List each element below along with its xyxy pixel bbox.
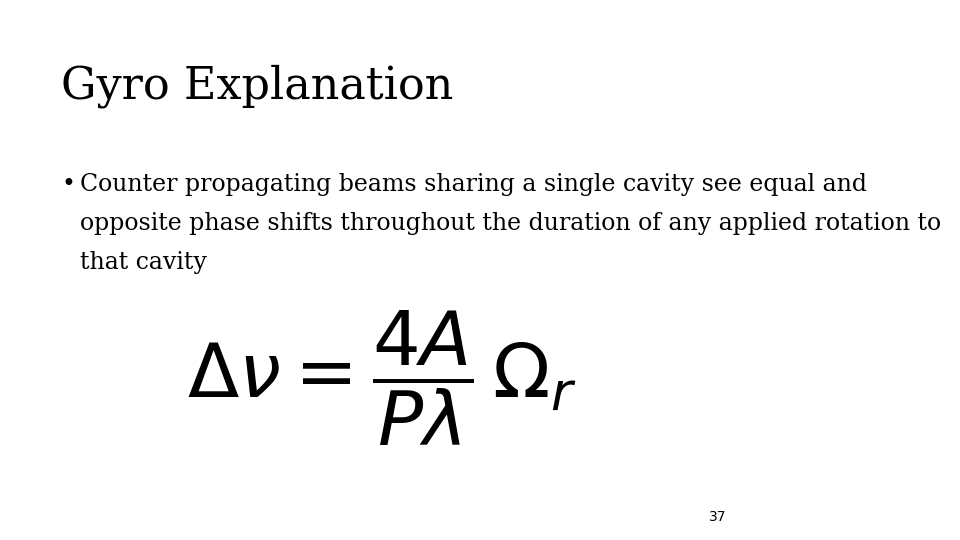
- Text: that cavity: that cavity: [81, 251, 207, 274]
- Text: opposite phase shifts throughout the duration of any applied rotation to: opposite phase shifts throughout the dur…: [81, 212, 942, 235]
- Text: Counter propagating beams sharing a single cavity see equal and: Counter propagating beams sharing a sing…: [81, 173, 867, 196]
- Text: 37: 37: [709, 510, 727, 524]
- Text: •: •: [61, 173, 75, 196]
- Text: Gyro Explanation: Gyro Explanation: [61, 65, 453, 109]
- Text: $\Delta\nu = \dfrac{4A}{P\lambda}\,\Omega_r$: $\Delta\nu = \dfrac{4A}{P\lambda}\,\Omeg…: [187, 308, 578, 448]
